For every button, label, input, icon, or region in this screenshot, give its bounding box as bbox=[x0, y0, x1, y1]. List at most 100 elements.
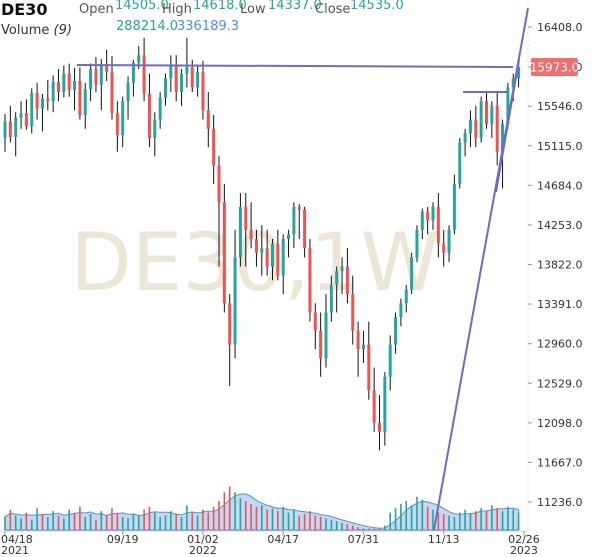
candle-body bbox=[24, 113, 28, 127]
volume-bar bbox=[14, 515, 17, 530]
candle-body bbox=[447, 229, 451, 253]
volume-bar bbox=[426, 506, 429, 530]
resistance-line bbox=[76, 64, 514, 68]
volume-bar bbox=[20, 518, 22, 530]
high-value: 14618.0 bbox=[193, 0, 247, 13]
price-axis[interactable]: 16408.0 15973.0 15546.0 15115.0 14684.0 14253… bbox=[528, 21, 583, 509]
volume-bar bbox=[517, 512, 520, 530]
volume-bar bbox=[228, 486, 231, 530]
candle-body bbox=[57, 81, 60, 93]
trendline-drawings[interactable] bbox=[76, 7, 529, 531]
candle-body bbox=[308, 248, 312, 313]
candle-body bbox=[442, 243, 446, 253]
candle-body bbox=[46, 98, 50, 102]
volume-bar bbox=[480, 508, 482, 530]
volume-bar bbox=[266, 509, 268, 530]
candle-body bbox=[479, 101, 483, 138]
candle-body bbox=[420, 211, 424, 230]
volume-bar bbox=[491, 505, 493, 530]
volume-bar bbox=[501, 511, 504, 530]
volume-label-text: Volume bbox=[1, 23, 50, 38]
volume-bar bbox=[261, 505, 263, 530]
candle-body bbox=[495, 105, 499, 152]
candle-body bbox=[201, 71, 205, 111]
candlestick-series bbox=[3, 37, 521, 451]
candle-body bbox=[158, 97, 162, 120]
watermark: DE30,1W bbox=[70, 216, 439, 309]
volume-bar bbox=[84, 516, 87, 530]
volume-bar bbox=[202, 509, 204, 530]
volume-bar bbox=[95, 519, 97, 530]
volume-bar bbox=[512, 509, 515, 530]
volume-bar bbox=[127, 518, 129, 530]
candle-body bbox=[436, 206, 440, 244]
candle-body bbox=[153, 119, 157, 138]
candle-body bbox=[297, 206, 301, 210]
time-tick-year-label: 2021 bbox=[1, 544, 29, 557]
volume-bar bbox=[63, 518, 65, 530]
volume-bar bbox=[298, 515, 301, 530]
volume-bar bbox=[30, 519, 33, 530]
volume-bar bbox=[335, 521, 338, 530]
volume-bar bbox=[239, 498, 242, 530]
volume-bar bbox=[89, 514, 92, 530]
close-value: 14535.0 bbox=[350, 0, 404, 13]
candle-body bbox=[271, 243, 274, 267]
candle-body bbox=[190, 67, 194, 88]
candle-body bbox=[329, 284, 333, 313]
candle-body bbox=[474, 119, 478, 138]
volume-bar bbox=[475, 511, 477, 530]
time-tick-label: 04/18 bbox=[1, 533, 33, 546]
volume-bar bbox=[68, 509, 70, 530]
volume-bar bbox=[121, 516, 124, 530]
price-tick-label: 14684.0 bbox=[537, 179, 583, 192]
volume-bar bbox=[159, 516, 161, 530]
volume-bar bbox=[442, 514, 445, 530]
current-price-label: 15973.0 bbox=[530, 61, 580, 75]
candle-body bbox=[468, 119, 472, 134]
volume-ma-value: 336189.3 bbox=[177, 19, 240, 34]
candle-body bbox=[19, 113, 23, 118]
volume-bar bbox=[400, 503, 402, 530]
candle-body bbox=[431, 206, 435, 221]
volume-bar bbox=[416, 496, 418, 530]
price-tick-label: 12960.0 bbox=[537, 338, 583, 351]
volume-bar bbox=[137, 515, 140, 530]
time-tick-year-label: 2022 bbox=[189, 544, 217, 557]
volume-bar bbox=[303, 514, 306, 530]
volume-bar bbox=[218, 501, 220, 530]
volume-bar bbox=[79, 506, 81, 530]
price-tick-label: 15546.0 bbox=[537, 100, 583, 113]
volume-bar bbox=[111, 508, 113, 530]
symbol-title: DE30 bbox=[1, 0, 48, 19]
volume-bar bbox=[330, 519, 333, 530]
volume-period: (9) bbox=[53, 23, 72, 38]
candle-body bbox=[415, 229, 419, 258]
volume-bar bbox=[250, 503, 252, 530]
time-tick-label: 11/13 bbox=[428, 533, 460, 546]
volume-bar bbox=[432, 509, 434, 530]
candle-body bbox=[185, 67, 189, 74]
candle-body bbox=[458, 142, 462, 184]
candle-body bbox=[335, 271, 339, 285]
candle-body bbox=[254, 238, 258, 253]
candle-body bbox=[485, 101, 488, 125]
volume-bar bbox=[271, 508, 274, 530]
volume-bar bbox=[73, 512, 76, 530]
candle-body bbox=[292, 206, 296, 235]
candle-body bbox=[372, 390, 376, 423]
candle-body bbox=[78, 81, 82, 115]
candle-body bbox=[388, 344, 392, 377]
volume-bar bbox=[351, 525, 354, 530]
candle-body bbox=[313, 312, 317, 331]
candle-body bbox=[351, 294, 355, 331]
volume-bar bbox=[100, 511, 103, 530]
candle-body bbox=[89, 69, 93, 90]
volume-bar bbox=[105, 515, 108, 530]
candle-body bbox=[62, 73, 66, 93]
volume-bar bbox=[282, 506, 284, 530]
candle-body bbox=[426, 211, 430, 221]
volume-bar bbox=[437, 512, 440, 530]
